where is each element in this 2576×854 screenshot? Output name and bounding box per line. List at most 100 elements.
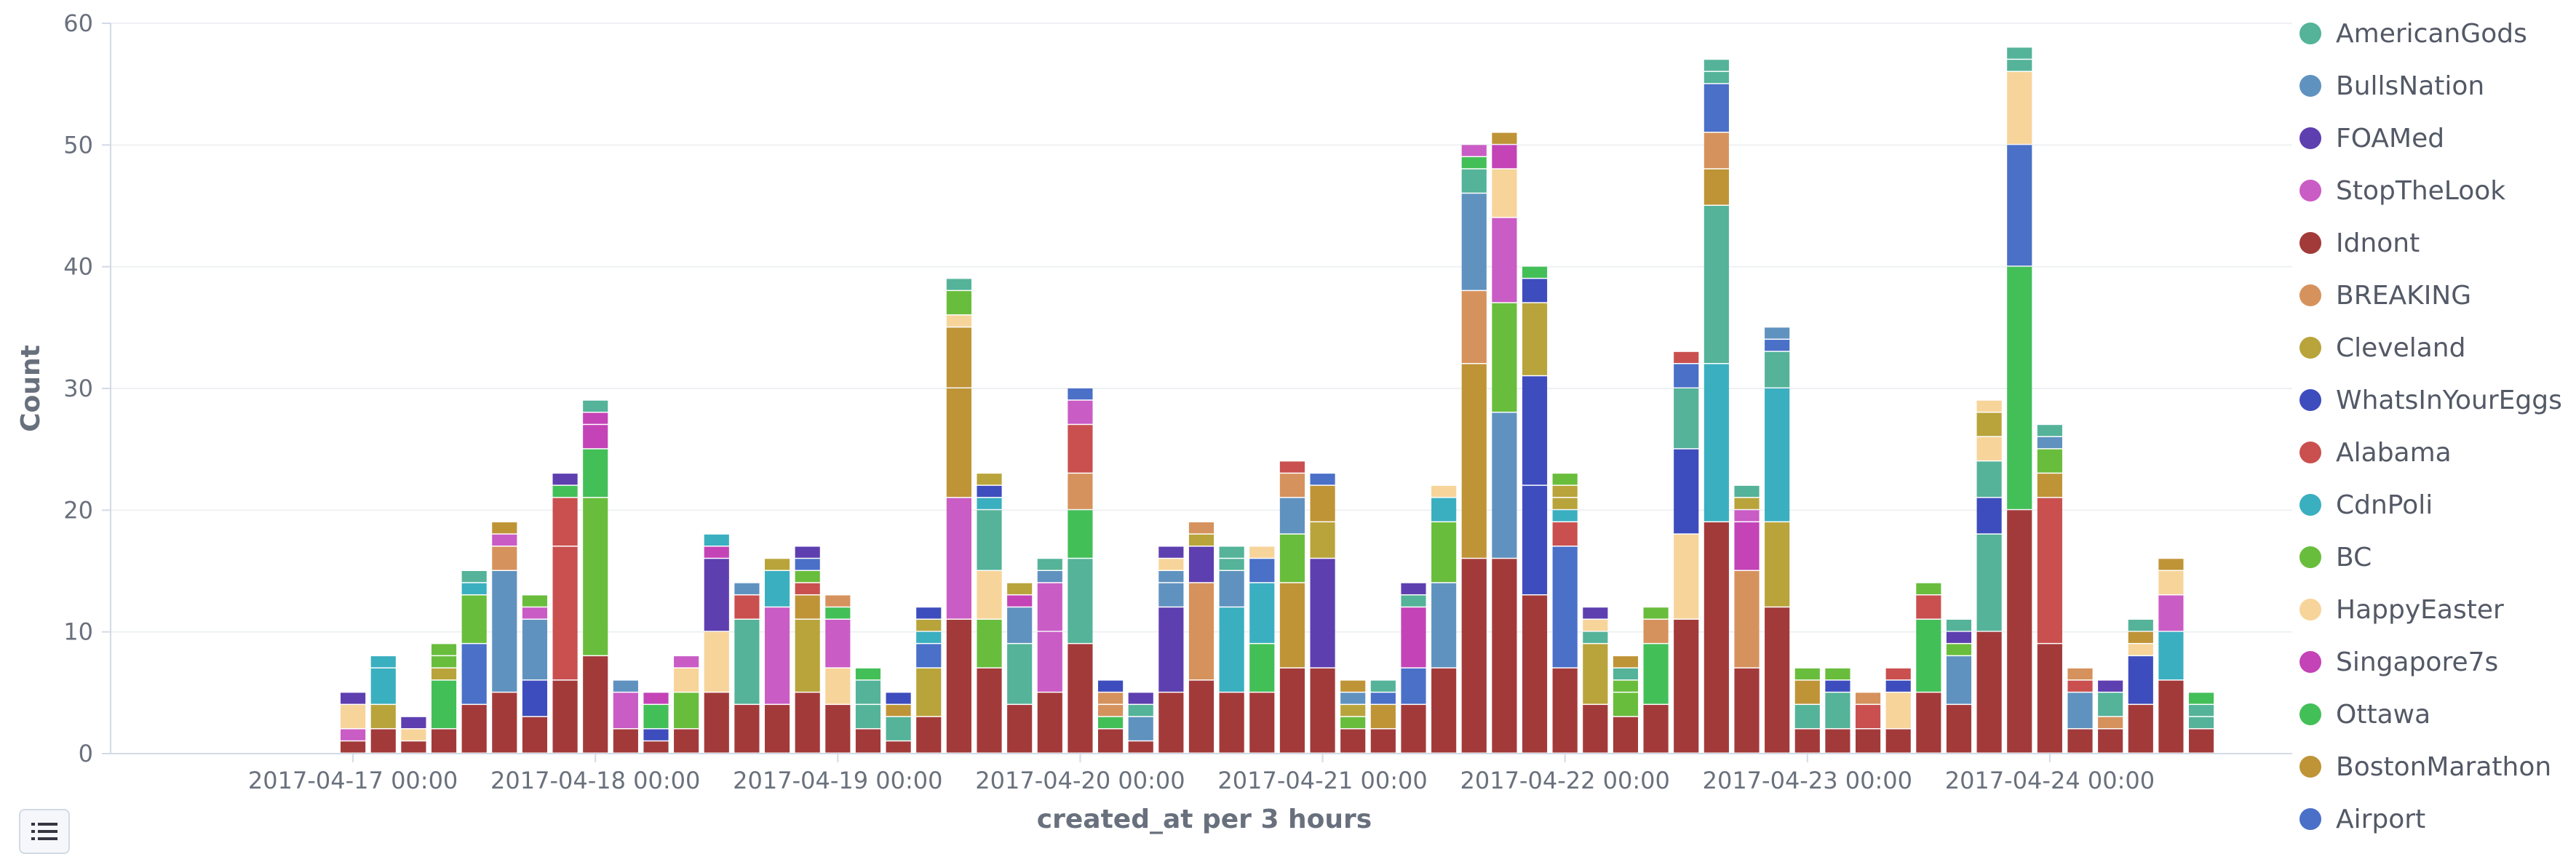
- bar-segment[interactable]: [1068, 425, 1093, 473]
- bar-segment[interactable]: [1825, 693, 1850, 729]
- bar-segment[interactable]: [1552, 510, 1578, 522]
- bar-segment[interactable]: [1552, 474, 1578, 485]
- bar-stack[interactable]: [1098, 680, 1124, 753]
- bar-segment[interactable]: [704, 559, 729, 631]
- bar-segment[interactable]: [1552, 668, 1578, 753]
- bar-segment[interactable]: [431, 644, 457, 655]
- bar-stack[interactable]: [1340, 680, 1366, 753]
- legend-item[interactable]: Idnont: [2299, 217, 2576, 269]
- bar-segment[interactable]: [946, 315, 971, 327]
- bar-segment[interactable]: [2128, 644, 2153, 655]
- bar-segment[interactable]: [1188, 522, 1215, 534]
- bar-segment[interactable]: [1068, 510, 1093, 558]
- bar-segment[interactable]: [1976, 412, 2002, 436]
- bar-segment[interactable]: [1431, 485, 1457, 498]
- bar-segment[interactable]: [1583, 644, 1608, 704]
- legend-toggle-button[interactable]: [19, 809, 70, 854]
- bar-segment[interactable]: [2037, 498, 2062, 643]
- legend-item[interactable]: Alabama: [2299, 426, 2576, 479]
- bar-segment[interactable]: [2098, 717, 2123, 729]
- bar-segment[interactable]: [1279, 534, 1305, 583]
- bar-segment[interactable]: [1976, 400, 2002, 412]
- bar-segment[interactable]: [1522, 303, 1548, 375]
- legend-item[interactable]: BostonMarathon: [2299, 741, 2576, 793]
- bar-segment[interactable]: [1885, 693, 1911, 729]
- bar-segment[interactable]: [1704, 522, 1729, 753]
- bar-segment[interactable]: [1219, 546, 1244, 558]
- bar-segment[interactable]: [1128, 693, 1153, 704]
- bar-segment[interactable]: [2158, 595, 2184, 631]
- bar-segment[interactable]: [1310, 474, 1335, 485]
- bar-stack[interactable]: [916, 607, 942, 753]
- bar-segment[interactable]: [1219, 559, 1244, 570]
- bar-segment[interactable]: [370, 656, 396, 668]
- bar-segment[interactable]: [1098, 729, 1124, 753]
- bar-segment[interactable]: [704, 546, 729, 558]
- bar-segment[interactable]: [2128, 619, 2153, 631]
- bar-segment[interactable]: [1401, 607, 1426, 668]
- bar-segment[interactable]: [2037, 436, 2062, 449]
- bar-segment[interactable]: [2189, 705, 2214, 717]
- legend-item[interactable]: BREAKING: [2299, 269, 2576, 322]
- bar-stack[interactable]: [1765, 327, 1790, 753]
- bar-segment[interactable]: [1734, 522, 1760, 570]
- bar-segment[interactable]: [1370, 693, 1396, 704]
- bar-segment[interactable]: [1037, 583, 1062, 631]
- bar-segment[interactable]: [1765, 351, 1790, 388]
- bar-stack[interactable]: [1158, 546, 1184, 753]
- bar-segment[interactable]: [1219, 607, 1244, 692]
- legend-item[interactable]: CdnPoli: [2299, 479, 2576, 531]
- bar-segment[interactable]: [1128, 705, 1153, 717]
- bar-segment[interactable]: [1279, 498, 1305, 534]
- bar-segment[interactable]: [1946, 656, 1972, 704]
- legend-item[interactable]: Ottawa: [2299, 688, 2576, 741]
- bar-segment[interactable]: [1492, 303, 1517, 412]
- bar-segment[interactable]: [2189, 729, 2214, 753]
- bar-segment[interactable]: [1128, 717, 1153, 741]
- bar-segment[interactable]: [734, 595, 760, 619]
- bar-segment[interactable]: [977, 619, 1002, 668]
- bar-segment[interactable]: [1037, 571, 1062, 583]
- bar-stack[interactable]: [522, 595, 548, 753]
- bar-segment[interactable]: [1613, 668, 1639, 680]
- bar-stack[interactable]: [1219, 546, 1244, 753]
- bar-segment[interactable]: [1431, 583, 1457, 668]
- bar-stack[interactable]: [1249, 546, 1275, 753]
- bar-segment[interactable]: [1431, 522, 1457, 583]
- bar-stack[interactable]: [1461, 145, 1487, 753]
- bar-segment[interactable]: [1765, 388, 1790, 522]
- bar-segment[interactable]: [1310, 559, 1335, 668]
- bar-segment[interactable]: [583, 449, 608, 498]
- bar-segment[interactable]: [461, 595, 487, 643]
- bar-segment[interactable]: [1188, 583, 1215, 680]
- bar-segment[interactable]: [1734, 510, 1760, 522]
- bar-segment[interactable]: [916, 607, 942, 619]
- bar-stack[interactable]: [674, 656, 699, 753]
- bar-segment[interactable]: [2037, 425, 2062, 436]
- bar-segment[interactable]: [1401, 668, 1426, 704]
- bar-segment[interactable]: [1704, 206, 1729, 364]
- bar-stack[interactable]: [1946, 619, 1972, 753]
- bar-segment[interactable]: [1279, 474, 1305, 498]
- bar-segment[interactable]: [977, 510, 1002, 570]
- legend-item[interactable]: HappyEaster: [2299, 583, 2576, 636]
- bar-segment[interactable]: [734, 705, 760, 753]
- bar-segment[interactable]: [341, 729, 366, 741]
- bar-segment[interactable]: [1674, 351, 1699, 364]
- bar-stack[interactable]: [1855, 693, 1881, 753]
- bar-segment[interactable]: [2007, 145, 2032, 266]
- bar-segment[interactable]: [1765, 327, 1790, 339]
- bar-segment[interactable]: [1613, 656, 1639, 668]
- bar-segment[interactable]: [1461, 364, 1487, 558]
- bar-segment[interactable]: [492, 571, 517, 692]
- bar-segment[interactable]: [946, 327, 971, 388]
- bar-segment[interactable]: [795, 693, 820, 753]
- bar-segment[interactable]: [1401, 705, 1426, 753]
- bar-segment[interactable]: [855, 705, 881, 729]
- bar-stack[interactable]: [1128, 693, 1153, 753]
- bar-segment[interactable]: [370, 705, 396, 729]
- bar-segment[interactable]: [1461, 169, 1487, 193]
- bar-segment[interactable]: [704, 534, 729, 546]
- bar-segment[interactable]: [1188, 680, 1215, 753]
- bar-segment[interactable]: [341, 741, 366, 753]
